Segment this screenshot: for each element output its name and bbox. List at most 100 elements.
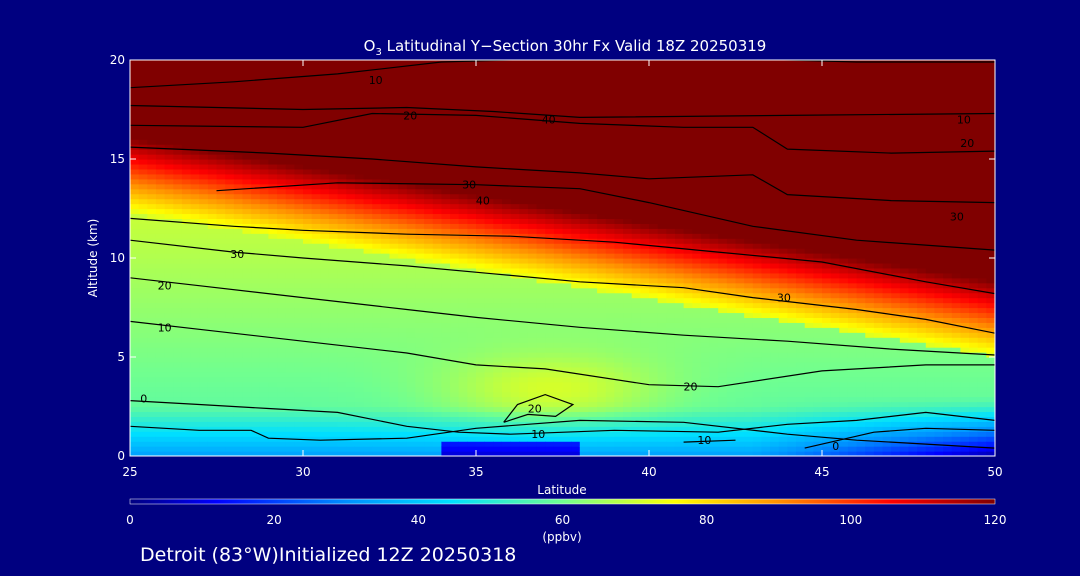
field-cell — [259, 262, 269, 269]
field-cell — [553, 129, 564, 135]
field-cell — [155, 198, 166, 205]
field-cell — [259, 198, 269, 205]
field-cell — [406, 352, 417, 358]
field-cell — [415, 391, 425, 398]
field-cell — [623, 361, 633, 368]
field-cell — [640, 401, 650, 408]
field-cell — [553, 361, 564, 368]
field-cell — [484, 203, 494, 210]
field-cell — [130, 337, 140, 343]
field-cell — [181, 302, 192, 309]
field-cell — [259, 114, 269, 120]
field-cell — [225, 451, 235, 456]
field-cell — [311, 188, 321, 195]
field-cell — [277, 441, 287, 447]
field-cell — [311, 168, 321, 175]
field-cell — [354, 134, 365, 140]
field-cell — [147, 173, 157, 180]
field-cell — [337, 188, 347, 195]
field-cell — [372, 104, 382, 111]
field-cell — [649, 332, 659, 338]
field-cell — [649, 406, 659, 413]
field-cell — [631, 401, 641, 408]
field-cell — [657, 124, 667, 130]
field-cell — [242, 193, 252, 200]
field-cell — [536, 233, 546, 239]
field-cell — [406, 277, 417, 284]
field-cell — [553, 307, 564, 314]
field-cell — [155, 421, 166, 427]
field-cell — [605, 416, 615, 422]
field-cell — [181, 114, 192, 120]
field-cell — [432, 441, 442, 447]
field-cell — [493, 149, 503, 155]
field-cell — [640, 238, 650, 244]
field-cell — [640, 347, 650, 353]
field-cell — [406, 248, 417, 254]
field-cell — [631, 376, 641, 383]
field-cell — [328, 74, 339, 81]
field-cell — [380, 337, 391, 343]
field-cell — [406, 327, 417, 333]
field-cell — [380, 297, 391, 304]
field-cell — [640, 253, 650, 259]
field-cell — [216, 159, 226, 165]
field-cell — [493, 64, 503, 71]
field-cell — [605, 64, 615, 71]
field-cell — [337, 272, 347, 279]
field-cell — [199, 163, 209, 170]
field-cell — [389, 233, 399, 239]
field-cell — [441, 104, 451, 111]
field-cell — [588, 173, 598, 180]
field-cell — [337, 352, 347, 358]
field-cell — [450, 248, 460, 254]
field-cell — [181, 144, 192, 150]
field-cell — [285, 114, 295, 120]
field-cell — [216, 114, 226, 120]
field-cell — [277, 431, 287, 437]
field-cell — [510, 154, 520, 160]
field-cell — [666, 317, 676, 323]
field-cell — [181, 277, 192, 284]
field-cell — [597, 381, 607, 388]
field-cell — [657, 208, 667, 215]
field-cell — [164, 421, 174, 427]
field-cell — [363, 89, 373, 96]
field-cell — [562, 416, 572, 422]
field-cell — [346, 134, 356, 140]
field-cell — [432, 129, 442, 135]
field-cell — [441, 124, 451, 130]
field-cell — [432, 282, 442, 289]
field-cell — [294, 366, 304, 373]
field-cell — [311, 441, 321, 447]
field-cell — [311, 114, 321, 120]
field-cell — [441, 262, 451, 269]
field-cell — [493, 228, 503, 234]
field-cell — [294, 203, 304, 210]
field-cell — [398, 69, 408, 76]
field-cell — [216, 163, 226, 170]
field-cell — [631, 144, 641, 150]
field-cell — [605, 168, 615, 175]
field-cell — [251, 416, 261, 422]
field-cell — [597, 297, 607, 304]
field-cell — [614, 446, 624, 452]
field-cell — [285, 297, 295, 304]
field-cell — [467, 119, 477, 125]
field-cell — [181, 94, 192, 101]
field-cell — [130, 223, 140, 229]
field-cell — [510, 149, 520, 155]
field-cell — [164, 139, 174, 145]
field-cell — [294, 262, 304, 269]
field-cell — [571, 94, 581, 101]
field-cell — [320, 104, 330, 111]
field-cell — [147, 168, 157, 175]
field-cell — [398, 327, 408, 333]
field-cell — [181, 253, 192, 259]
field-cell — [354, 213, 365, 219]
field-cell — [545, 114, 555, 120]
field-cell — [510, 218, 520, 224]
field-cell — [519, 124, 529, 130]
field-cell — [605, 94, 615, 101]
field-cell — [277, 149, 287, 155]
